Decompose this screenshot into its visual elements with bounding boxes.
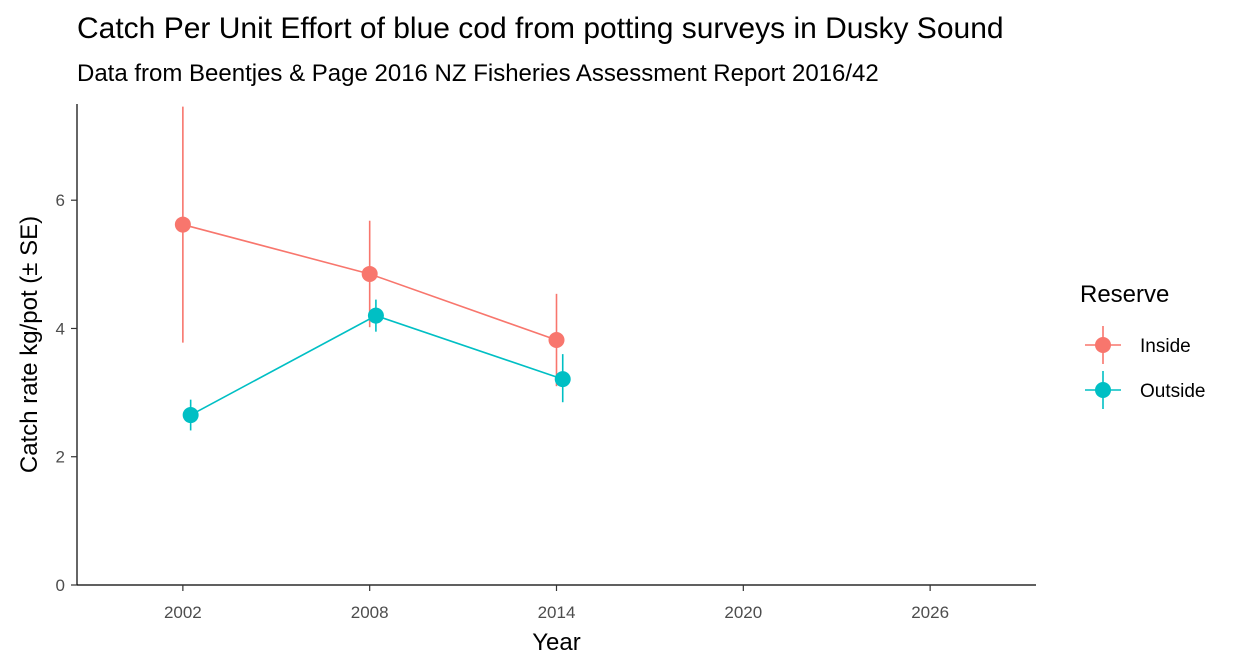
legend-item-inside: Inside bbox=[1085, 326, 1191, 364]
data-point-outside bbox=[182, 407, 199, 424]
y-tick-label: 6 bbox=[56, 191, 65, 210]
legend-label: Inside bbox=[1140, 336, 1191, 357]
data-point-outside bbox=[367, 307, 384, 324]
series-outside bbox=[182, 299, 571, 431]
chart-title: Catch Per Unit Effort of blue cod from p… bbox=[77, 12, 1004, 45]
series-layer bbox=[174, 106, 571, 431]
y-tick-label: 0 bbox=[56, 576, 65, 595]
data-point-inside bbox=[548, 332, 565, 349]
y-tick-label: 4 bbox=[56, 319, 65, 338]
x-tick-label: 2014 bbox=[538, 603, 576, 622]
data-point-outside bbox=[554, 371, 571, 388]
series-inside bbox=[174, 106, 565, 387]
x-tick-label: 2026 bbox=[911, 603, 949, 622]
legend-item-outside: Outside bbox=[1085, 371, 1205, 409]
x-axis-title: Year bbox=[532, 629, 581, 656]
legend-label: Outside bbox=[1140, 381, 1205, 402]
legend-key-point bbox=[1095, 382, 1111, 398]
x-tick-label: 2008 bbox=[351, 603, 389, 622]
axes: 2002 2008 2014 2020 2026 0 2 4 6 Year Catch rate k… bbox=[16, 104, 1036, 656]
chart-subtitle: Data from Beentjes & Page 2016 NZ Fisher… bbox=[77, 60, 879, 87]
legend-key-point bbox=[1095, 337, 1111, 353]
x-tick-label: 2020 bbox=[724, 603, 762, 622]
data-point-inside bbox=[174, 216, 191, 233]
x-tick-label: 2002 bbox=[164, 603, 202, 622]
legend-title: Reserve bbox=[1080, 281, 1169, 308]
data-point-inside bbox=[361, 265, 378, 282]
y-tick-label: 2 bbox=[56, 448, 65, 467]
legend: Reserve Inside Outside bbox=[1080, 281, 1205, 409]
y-axis-title: Catch rate kg/pot (± SE) bbox=[16, 216, 43, 473]
